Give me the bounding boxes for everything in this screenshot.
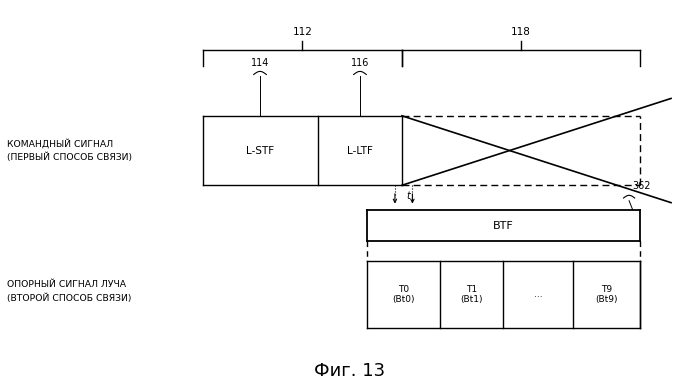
Text: t: t	[407, 191, 410, 201]
Text: 362: 362	[633, 181, 651, 191]
Text: L-STF: L-STF	[246, 146, 275, 156]
Text: КОМАНДНЫЙ СИГНАЛ
(ПЕРВЫЙ СПОСОБ СВЯЗИ): КОМАНДНЫЙ СИГНАЛ (ПЕРВЫЙ СПОСОБ СВЯЗИ)	[7, 139, 132, 162]
Text: T0
(Bt0): T0 (Bt0)	[392, 284, 415, 304]
Text: T1
(Bt1): T1 (Bt1)	[461, 284, 483, 304]
Text: BTF: BTF	[493, 221, 514, 231]
Text: ОПОРНЫЙ СИГНАЛ ЛУЧА
(ВТОРОЙ СПОСОБ СВЯЗИ): ОПОРНЫЙ СИГНАЛ ЛУЧА (ВТОРОЙ СПОСОБ СВЯЗИ…	[7, 280, 131, 303]
Text: 118: 118	[511, 27, 531, 37]
Text: 112: 112	[292, 27, 312, 37]
Text: L-LTF: L-LTF	[347, 146, 373, 156]
Text: T9
(Bt9): T9 (Bt9)	[595, 284, 618, 304]
Text: 116: 116	[351, 58, 369, 68]
Text: 114: 114	[251, 58, 269, 68]
Text: ...: ...	[534, 290, 542, 299]
Text: Фиг. 13: Фиг. 13	[314, 362, 385, 379]
